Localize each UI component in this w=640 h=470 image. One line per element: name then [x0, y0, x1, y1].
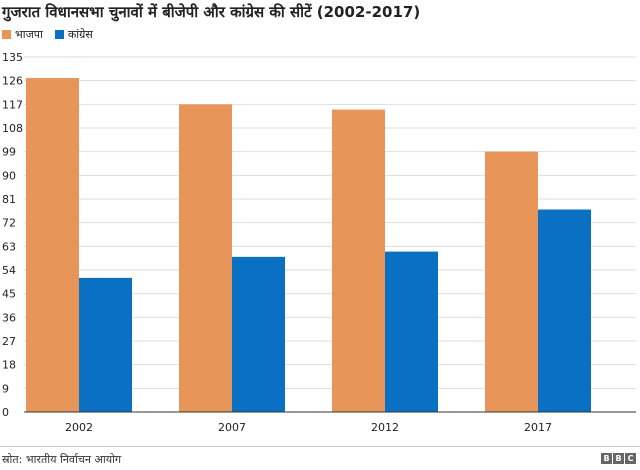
bar-bjp-2012 [332, 109, 385, 412]
y-tick-label: 72 [2, 217, 16, 230]
y-tick-label: 27 [2, 335, 16, 348]
legend-swatch-bjp [2, 30, 11, 39]
y-tick-label: 45 [2, 288, 16, 301]
bbc-logo-letter: B [601, 453, 612, 464]
y-tick-label: 54 [2, 264, 16, 277]
y-tick-label: 135 [2, 51, 23, 64]
source-note: स्रोत: भारतीय निर्वाचन आयोग [2, 453, 122, 466]
legend-label-congress: कांग्रेस [67, 28, 93, 41]
y-tick-label: 9 [2, 382, 9, 395]
bar-congress-2002 [79, 277, 132, 412]
x-tick-label: 2012 [371, 421, 399, 434]
bar-bjp-2017 [485, 151, 538, 412]
y-tick-label: 99 [2, 146, 16, 159]
bar-bjp-2007 [179, 104, 232, 412]
bar-chart: 0 9 18 27 36 45 54 63 72 81 90 99 108 117 126 135 2002 20… [2, 51, 636, 434]
legend-item-bjp: भाजपा [2, 27, 43, 42]
x-tick-label: 2007 [218, 421, 246, 434]
y-tick-label: 0 [2, 406, 9, 419]
y-tick-label: 126 [2, 75, 23, 88]
bbc-logo-letter: C [625, 453, 636, 464]
bar-congress-2012 [385, 251, 438, 412]
y-tick-label: 117 [2, 98, 23, 111]
y-tick-label: 90 [2, 169, 16, 182]
legend-label-bjp: भाजपा [15, 28, 43, 41]
y-tick-label: 63 [2, 240, 16, 253]
y-tick-label: 108 [2, 122, 23, 135]
y-tick-label: 81 [2, 193, 16, 206]
x-tick-label: 2017 [524, 421, 552, 434]
bbc-logo-letter: B [613, 453, 624, 464]
legend-item-congress: कांग्रेस [54, 27, 93, 42]
y-tick-label: 18 [2, 359, 16, 372]
x-tick-label: 2002 [65, 421, 93, 434]
bar-bjp-2002 [26, 78, 79, 412]
bbc-logo: B B C [601, 453, 636, 464]
legend-swatch-congress [54, 30, 64, 39]
bar-congress-2007 [232, 256, 285, 412]
y-tick-label: 36 [2, 311, 16, 324]
bar-congress-2017 [538, 209, 591, 412]
legend: भाजपा कांग्रेस [2, 27, 105, 42]
footer-divider [0, 446, 640, 447]
chart-title: गुजरात विधानसभा चुनावों में बीजेपी और का… [2, 3, 421, 21]
